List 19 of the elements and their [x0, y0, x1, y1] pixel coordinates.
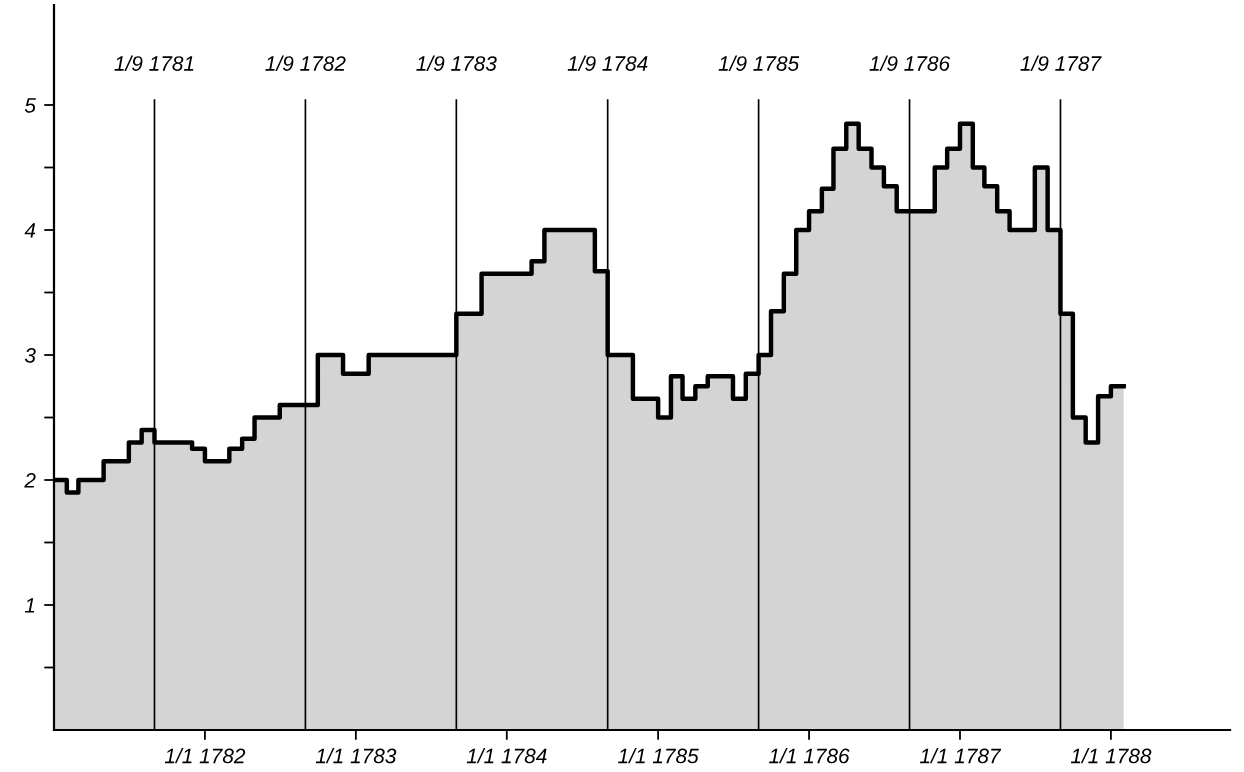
- y-tick-label: 2: [24, 473, 36, 488]
- ref-line-label: 1/9 1784: [567, 55, 648, 71]
- ref-line-label: 1/9 1783: [416, 55, 497, 71]
- y-tick-label: 5: [24, 98, 36, 113]
- x-tick-label: 1/1 1782: [164, 748, 246, 764]
- x-tick-label: 1/1 1783: [315, 748, 397, 764]
- ref-line-label: 1/9 1785: [718, 55, 800, 71]
- x-tick-label: 1/1 1784: [466, 748, 547, 764]
- x-tick-label: 1/1 1786: [769, 748, 850, 764]
- x-tick-label: 1/1 1787: [919, 748, 1002, 764]
- y-tick-label: 4: [24, 223, 36, 238]
- ref-line-label: 1/9 1787: [1020, 55, 1102, 71]
- ref-line-label: 1/9 1782: [265, 55, 346, 71]
- y-tick-label: 1: [24, 598, 35, 613]
- y-tick-label: 3: [24, 348, 36, 363]
- x-tick-label: 1/1 1788: [1070, 748, 1152, 764]
- ref-line-label: 1/9 1781: [114, 55, 194, 71]
- x-tick-label: 1/1 1785: [618, 748, 699, 764]
- ref-line-label: 1/9 1786: [869, 55, 951, 71]
